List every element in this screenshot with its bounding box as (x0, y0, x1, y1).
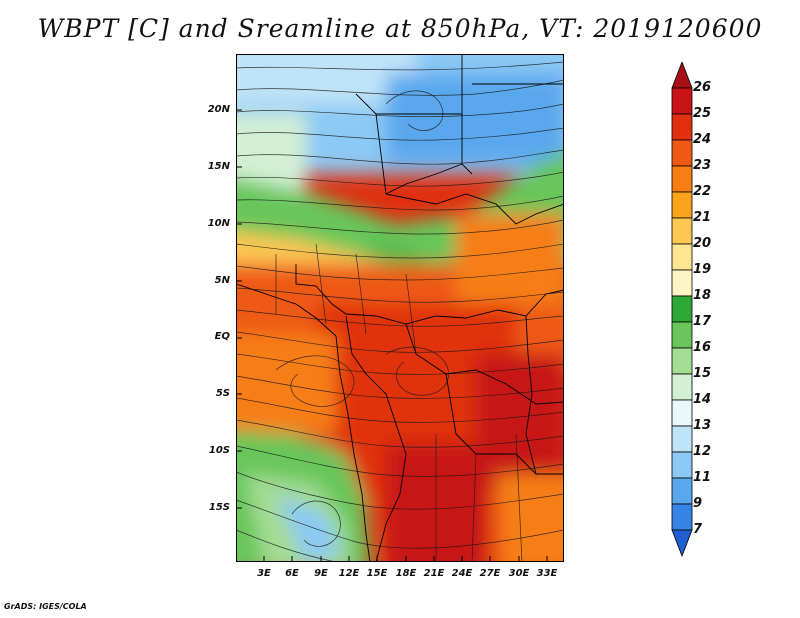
colorbar-top-arrow (671, 62, 693, 89)
colorbar-swatch (671, 269, 693, 297)
lat-label-10s: 10S (208, 445, 230, 456)
lon-label-15e: 15E (366, 568, 388, 579)
lon-label-3e: 3E (257, 568, 271, 579)
colorbar-label: 23 (693, 158, 712, 173)
map-frame (236, 54, 564, 562)
colorbar-label: 22 (693, 184, 712, 199)
lat-label-20n: 20N (207, 104, 230, 115)
lon-label-33e: 33E (536, 568, 558, 579)
lon-label-18e: 18E (395, 568, 417, 579)
colorbar-label: 20 (693, 236, 712, 251)
colorbar-swatch (671, 425, 693, 453)
wbpt-map (236, 54, 564, 562)
colorbar-swatch (671, 295, 693, 323)
map-title: WBPT [C] and Sreamline at 850hPa, VT: 20… (37, 14, 763, 43)
streamlines (236, 61, 564, 562)
colorbar-bottom-arrow (671, 529, 693, 558)
colorbar-label: 14 (693, 392, 712, 407)
colorbar-swatch (671, 399, 693, 427)
colorbar-label: 13 (693, 418, 712, 433)
lat-label-15s: 15S (208, 502, 230, 513)
lon-label-27e: 27E (479, 568, 501, 579)
colorbar-swatch (671, 373, 693, 401)
wbpt-shading (236, 54, 564, 562)
colorbar-label: 11 (693, 470, 712, 485)
lon-label-12e: 12E (338, 568, 360, 579)
footer-credit: GrADS: IGES/COLA (4, 602, 87, 611)
lon-label-30e: 30E (508, 568, 530, 579)
colorbar-label: 7 (693, 522, 703, 537)
lon-label-9e: 9E (314, 568, 328, 579)
colorbar-label: 21 (693, 210, 712, 225)
colorbar-label: 16 (693, 340, 712, 355)
colorbar-label: 18 (693, 288, 712, 303)
lon-label-24e: 24E (451, 568, 473, 579)
country-borders (236, 54, 564, 562)
colorbar-swatch (671, 243, 693, 271)
lat-label-eq: EQ (214, 331, 230, 342)
colorbar-swatch (671, 191, 693, 219)
lat-label-10n: 10N (207, 218, 230, 229)
colorbar-label: 17 (693, 314, 712, 329)
colorbar-label: 9 (693, 496, 703, 511)
colorbar-label: 24 (693, 132, 712, 147)
colorbar (671, 62, 693, 558)
lat-label-15n: 15N (207, 161, 230, 172)
lon-label-6e: 6E (285, 568, 299, 579)
lat-label-5s: 5S (215, 388, 230, 399)
colorbar-label: 12 (693, 444, 712, 459)
lon-label-21e: 21E (423, 568, 445, 579)
colorbar-label: 19 (693, 262, 712, 277)
colorbar-swatch (671, 113, 693, 141)
colorbar-swatch (671, 503, 693, 531)
colorbar-swatch (671, 87, 693, 115)
colorbar-label: 25 (693, 106, 712, 121)
colorbar-swatch (671, 217, 693, 245)
lat-label-5n: 5N (214, 275, 230, 286)
colorbar-swatch (671, 347, 693, 375)
colorbar-swatch (671, 477, 693, 505)
colorbar-swatch (671, 321, 693, 349)
colorbar-label: 15 (693, 366, 712, 381)
colorbar-swatch (671, 139, 693, 167)
colorbar-swatch (671, 451, 693, 479)
colorbar-label: 26 (693, 80, 712, 95)
colorbar-swatch (671, 165, 693, 193)
